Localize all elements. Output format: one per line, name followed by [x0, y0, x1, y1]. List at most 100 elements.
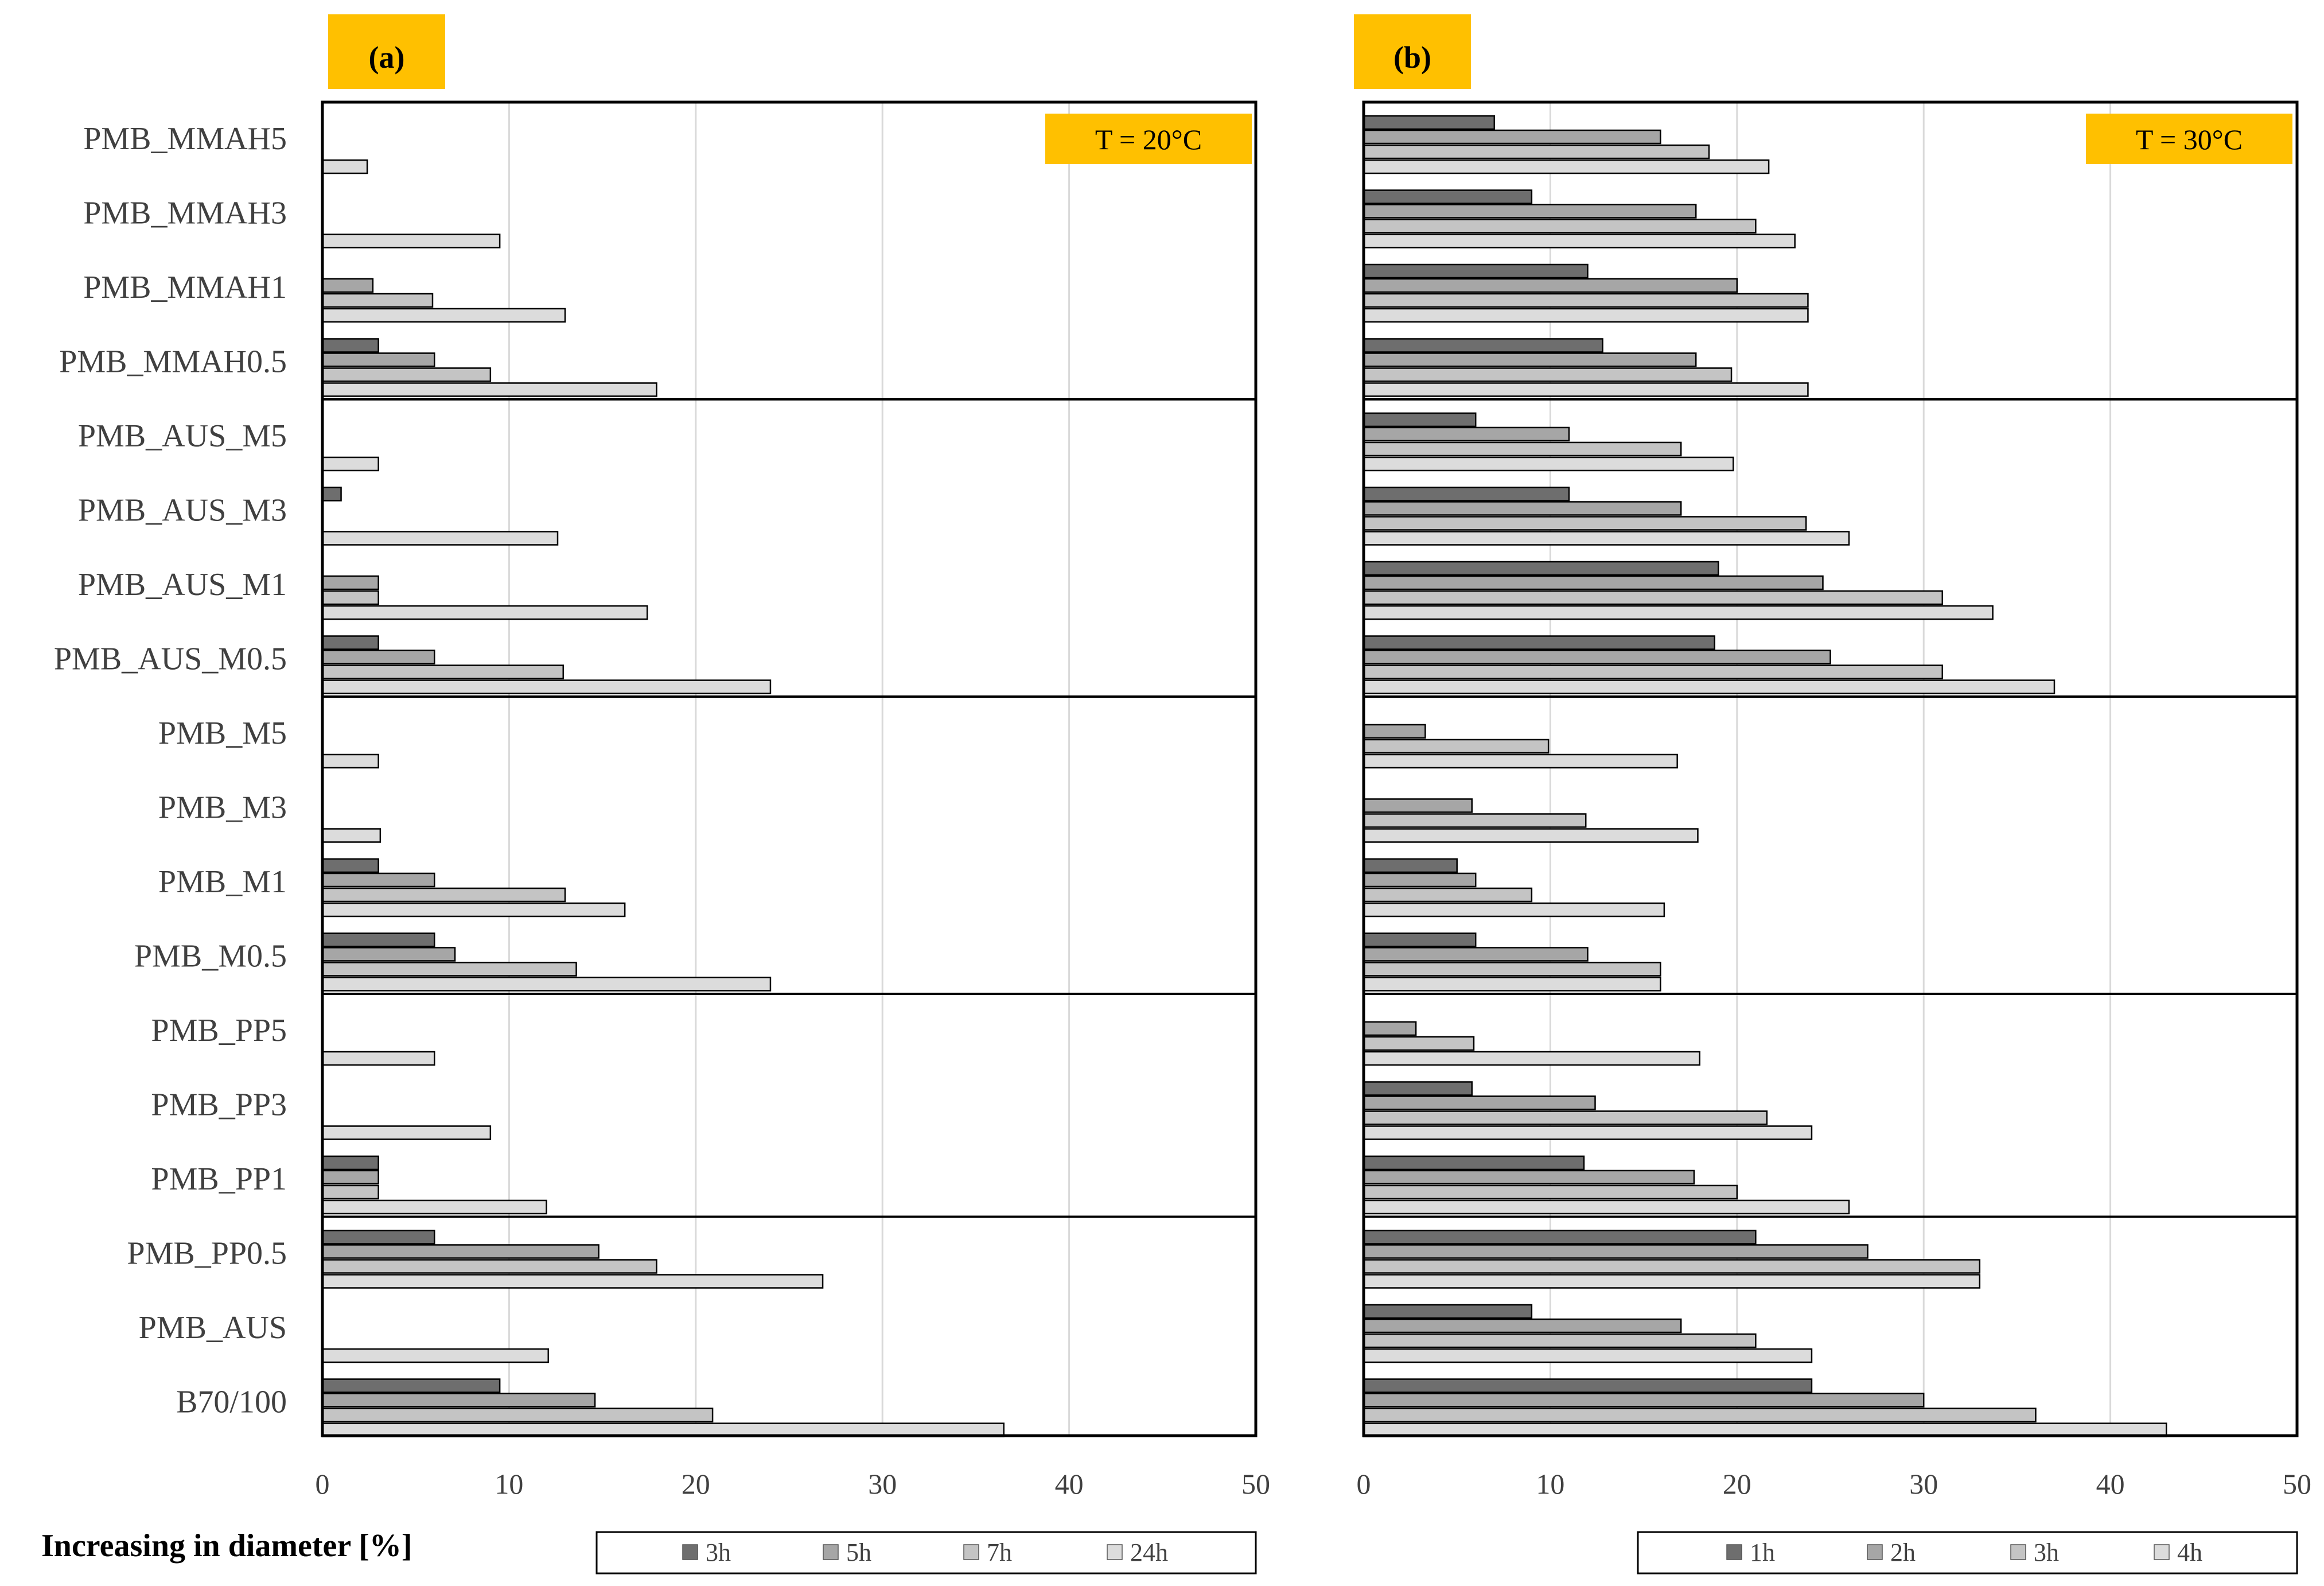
- bar-3h-PMB_AUS_M0.5: [1363, 664, 1943, 679]
- x-tick-label: 30: [1909, 1468, 1938, 1500]
- bar-3h-PMB_M0.5: [1363, 962, 1661, 977]
- legend-label-4h: 4h: [2177, 1538, 2202, 1566]
- legend-swatch-4h: [2154, 1544, 2170, 1560]
- bar-2h-PMB_AUS_M1: [1363, 575, 1824, 590]
- bar-3h-PMB_M0.5: [321, 932, 435, 947]
- bar-5h-PMB_MMAH1: [321, 278, 374, 293]
- bar-3h-PMB_M3: [1363, 813, 1587, 828]
- bar-3h-PMB_AUS_M1: [1363, 590, 1943, 605]
- x-tick-label: 30: [868, 1468, 897, 1500]
- legend-label-5h: 5h: [846, 1538, 871, 1566]
- bar-5h-PMB_AUS_M1: [321, 575, 379, 590]
- bar-3h-B70/100: [1363, 1408, 2037, 1422]
- plot-frame: [1362, 100, 2299, 1437]
- bar-24h-PMB_M5: [321, 753, 379, 769]
- bar-24h-PMB_PP5: [321, 1051, 435, 1066]
- bar-24h-PMB_AUS_M1: [321, 605, 648, 620]
- category-label: PMB_M1: [158, 864, 287, 900]
- legend-swatch-3h: [682, 1544, 698, 1560]
- category-label: PMB_M0.5: [134, 939, 287, 974]
- bar-4h-PMB_PP3: [1363, 1125, 1813, 1140]
- bar-3h-PMB_AUS_M0.5: [321, 635, 379, 650]
- bar-1h-PMB_AUS_M5: [1363, 412, 1477, 427]
- bar-24h-PMB_AUS_M0.5: [321, 679, 772, 694]
- category-label: PMB_MMAH1: [83, 270, 287, 305]
- x-tick-label: 50: [1241, 1468, 1270, 1500]
- temperature-annotation: T = 20°C: [1095, 123, 1202, 156]
- bar-1h-PMB_MMAH3: [1363, 189, 1533, 204]
- bar-1h-PMB_AUS_M1: [1363, 561, 1719, 576]
- legend-swatch-3h: [2010, 1544, 2026, 1560]
- bar-4h-PMB_AUS_M1: [1363, 605, 1994, 620]
- bar-4h-PMB_PP1: [1363, 1199, 1850, 1215]
- bar-4h-PMB_M5: [1363, 753, 1678, 769]
- bar-24h-PMB_M3: [321, 828, 382, 843]
- bar-3h-PMB_MMAH1: [1363, 293, 1809, 308]
- legend-label-1h: 1h: [1750, 1538, 1775, 1566]
- bar-1h-PMB_M0.5: [1363, 932, 1477, 947]
- bar-5h-PMB_PP0.5: [321, 1244, 600, 1259]
- bar-7h-PMB_M1: [321, 887, 566, 903]
- bar-7h-B70/100: [321, 1408, 714, 1422]
- x-tick-label: 50: [2283, 1468, 2311, 1500]
- bar-1h-PMB_AUS_M3: [1363, 487, 1570, 502]
- bar-1h-PMB_MMAH1: [1363, 263, 1589, 279]
- legend-swatch-24h: [1107, 1544, 1123, 1560]
- bar-3h-PMB_MMAH5: [1363, 144, 1710, 160]
- category-label: PMB_PP5: [151, 1013, 287, 1048]
- legend-swatch-1h: [1726, 1544, 1742, 1560]
- bar-1h-PMB_PP0.5: [1363, 1230, 1757, 1245]
- bar-3h-PMB_AUS_M3: [1363, 516, 1807, 531]
- bar-24h-PMB_AUS_M5: [321, 456, 379, 472]
- bar-7h-PMB_PP1: [321, 1184, 379, 1200]
- bar-24h-PMB_AUS: [321, 1348, 549, 1363]
- bar-3h-PMB_AUS: [1363, 1333, 1757, 1348]
- plot-frame: [321, 100, 1258, 1437]
- panel-tag-box: [328, 14, 445, 89]
- bar-5h-PMB_AUS_M0.5: [321, 650, 435, 664]
- bar-4h-PMB_MMAH0.5: [1363, 382, 1809, 397]
- bar-4h-PMB_M3: [1363, 828, 1699, 843]
- legend-label-7h: 7h: [987, 1538, 1012, 1566]
- bar-3h-PMB_MMAH0.5: [1363, 367, 1733, 382]
- x-tick-label: 0: [1357, 1468, 1371, 1500]
- bar-5h-PMB_M0.5: [321, 947, 456, 962]
- temperature-box: [1045, 114, 1252, 164]
- bar-2h-B70/100: [1363, 1393, 1925, 1408]
- bar-1h-PMB_MMAH0.5: [1363, 338, 1603, 353]
- legend-swatch-7h: [963, 1544, 979, 1560]
- bar-3h-PMB_AUS_M3: [321, 487, 342, 502]
- panel-tag-box: [1354, 14, 1471, 89]
- chart-panel-a: PMB_MMAH5 PMB_MMAH3 PMB_MMAH1 PMB_MMAH0.5 PM…: [54, 14, 1270, 1575]
- bar-3h-PMB_PP0.5: [1363, 1259, 1981, 1274]
- x-tick-label: 20: [1723, 1468, 1751, 1500]
- bar-3h-PMB_PP1: [1363, 1184, 1738, 1200]
- bar-3h-PMB_M1: [1363, 887, 1533, 903]
- x-tick-label: 0: [316, 1468, 330, 1500]
- bar-24h-PMB_MMAH0.5: [321, 382, 657, 397]
- bar-3h-PMB_PP5: [1363, 1036, 1475, 1051]
- bar-2h-PMB_M3: [1363, 798, 1473, 813]
- bar-24h-PMB_PP1: [321, 1199, 547, 1215]
- bar-1h-PMB_AUS_M0.5: [1363, 635, 1716, 650]
- bar-2h-PMB_AUS_M0.5: [1363, 650, 1831, 664]
- x-tick-label: 10: [495, 1468, 523, 1500]
- category-label: PMB_M3: [158, 790, 287, 826]
- x-tick-label: 10: [1536, 1468, 1564, 1500]
- category-label: B70/100: [176, 1385, 287, 1420]
- bar-4h-PMB_AUS_M5: [1363, 456, 1734, 472]
- bar-3h-PMB_PP3: [1363, 1110, 1768, 1125]
- bar-4h-PMB_MMAH1: [1363, 308, 1809, 323]
- bar-1h-B70/100: [1363, 1378, 1813, 1393]
- bar-2h-PMB_MMAH0.5: [1363, 352, 1697, 367]
- bar-3h-PMB_MMAH3: [1363, 219, 1757, 234]
- bar-24h-PMB_PP0.5: [321, 1274, 824, 1289]
- bar-2h-PMB_PP5: [1363, 1021, 1417, 1036]
- temperature-box: [2086, 114, 2292, 164]
- bar-5h-PMB_MMAH0.5: [321, 352, 435, 367]
- legend-box: [1637, 1531, 2298, 1575]
- bar-3h-PMB_MMAH0.5: [321, 338, 379, 353]
- bar-2h-PMB_MMAH3: [1363, 204, 1697, 219]
- category-label: PMB_AUS_M5: [78, 418, 287, 454]
- category-label: PMB_AUS_M1: [78, 567, 287, 602]
